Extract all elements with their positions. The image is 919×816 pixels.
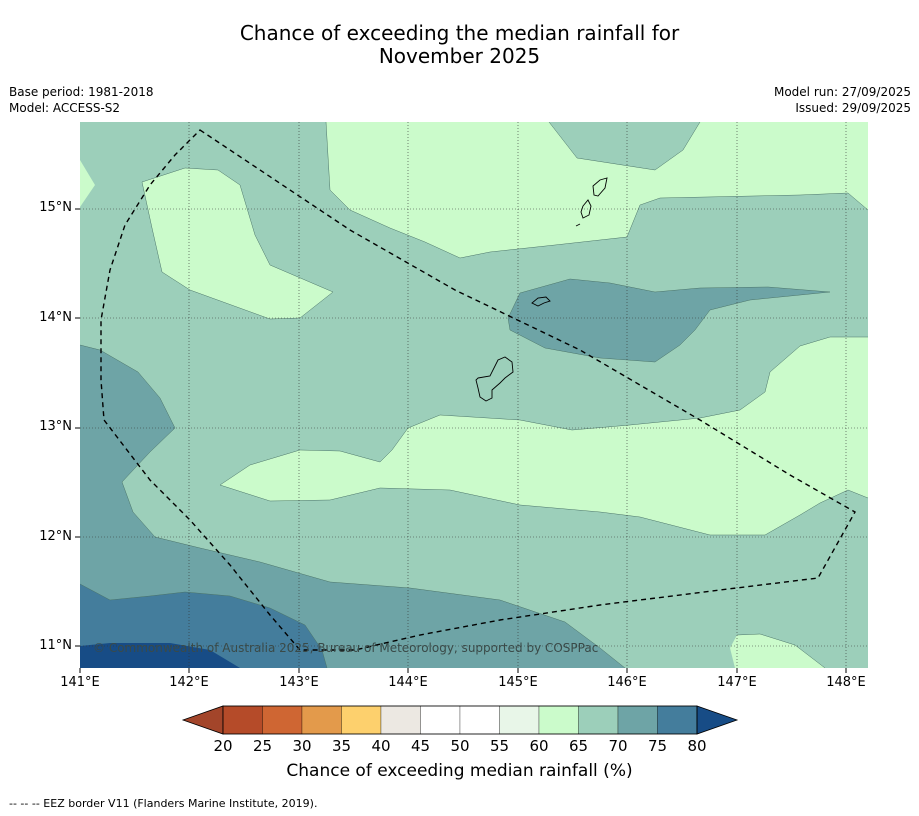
colorbar-frame — [222, 705, 698, 735]
colorbar-tick: 40 — [371, 737, 391, 755]
colorbar-cell — [262, 705, 303, 735]
colorbar-tick: 20 — [213, 737, 233, 755]
colorbar-tick: 80 — [687, 737, 707, 755]
colorbar-cell — [301, 705, 342, 735]
contour-map — [80, 122, 868, 668]
lon-label-141: 141°E — [60, 675, 100, 690]
colorbar-tick: 50 — [450, 737, 470, 755]
base-period-label: Base period: 1981-2018 — [9, 85, 154, 99]
colorbar-cell — [341, 705, 382, 735]
aguijan-island — [575, 223, 581, 227]
chart-title: Chance of exceeding the median rainfall … — [0, 22, 919, 68]
contour-band-70-75-northeast — [508, 279, 830, 362]
lat-label-11: 11°N — [39, 638, 72, 653]
footer-legend: -- -- -- EEZ border V11 (Flanders Marine… — [9, 797, 318, 810]
contour-band-60-65-west-edge — [80, 160, 95, 207]
colorbar-cell — [657, 705, 698, 735]
colorbar-cells — [222, 705, 698, 735]
tinian-island — [580, 199, 592, 219]
gridlines — [80, 122, 868, 668]
rota-island — [531, 296, 551, 307]
contour-band-70-75-southwest — [80, 345, 625, 668]
lon-label-143: 143°E — [279, 675, 319, 690]
colorbar-cell — [380, 705, 421, 735]
lon-label-146: 146°E — [607, 675, 647, 690]
contour-band-60-65-southeast — [730, 634, 825, 668]
colorbar-cell — [459, 705, 500, 735]
colorbar-tick: 60 — [529, 737, 549, 755]
colorbar-cell — [222, 705, 263, 735]
chart-title-line-2: November 2025 — [378, 44, 541, 68]
colorbar-cell — [578, 705, 619, 735]
colorbar-cell — [499, 705, 540, 735]
colorbar-tick: 35 — [331, 737, 352, 755]
colorbar-title: Chance of exceeding median rainfall (%) — [286, 761, 633, 781]
lon-label-147: 147°E — [717, 675, 757, 690]
lat-label-14: 14°N — [39, 310, 72, 325]
contour-band-60-65-northwest — [142, 168, 333, 319]
island-outlines — [475, 177, 608, 402]
eez-border — [100, 129, 856, 651]
lat-label-15: 15°N — [39, 200, 72, 215]
saipan-island — [592, 177, 608, 197]
tick-marks — [75, 208, 847, 673]
lon-label-145: 145°E — [498, 675, 538, 690]
colorbar-tick: 25 — [252, 737, 273, 755]
lon-label-142: 142°E — [169, 675, 209, 690]
colorbar-tick: 75 — [647, 737, 668, 755]
model-label: Model: ACCESS-S2 — [9, 101, 121, 115]
colorbar-tick: 45 — [410, 737, 431, 755]
colorbar-over-arrow — [696, 705, 739, 735]
model-run-label: Model run: 27/09/2025 — [773, 85, 911, 99]
contour-band-60-65-central — [220, 337, 868, 535]
colorbar-cell — [420, 705, 461, 735]
contour-band-60-65-north — [326, 122, 868, 258]
colorbar-under-arrow — [181, 705, 224, 735]
colorbar-tick: 30 — [292, 737, 312, 755]
colorbar-tick: 70 — [608, 737, 628, 755]
colorbar-tick: 55 — [489, 737, 510, 755]
contour-band-80-plus — [80, 643, 240, 668]
issued-label: Issued: 29/09/2025 — [795, 101, 911, 115]
colorbar-cell — [538, 705, 579, 735]
guam-island — [475, 356, 514, 402]
metadata-right: Model run: 27/09/2025 Issued: 29/09/2025 — [774, 84, 911, 116]
contour-lines — [80, 122, 868, 668]
lon-label-144: 144°E — [388, 675, 428, 690]
metadata-left: Base period: 1981-2018 Model: ACCESS-S2 — [9, 84, 154, 116]
colorbar-tick: 65 — [568, 737, 589, 755]
colorbar-cell — [617, 705, 658, 735]
chart-title-line-1: Chance of exceeding the median rainfall … — [239, 21, 680, 45]
lon-label-148: 148°E — [826, 675, 866, 690]
copyright-text: © Commonwealth of Australia 2025, Bureau… — [93, 641, 599, 655]
lat-label-12: 12°N — [39, 529, 72, 544]
colorbar — [181, 705, 739, 735]
lat-label-13: 13°N — [39, 419, 72, 434]
